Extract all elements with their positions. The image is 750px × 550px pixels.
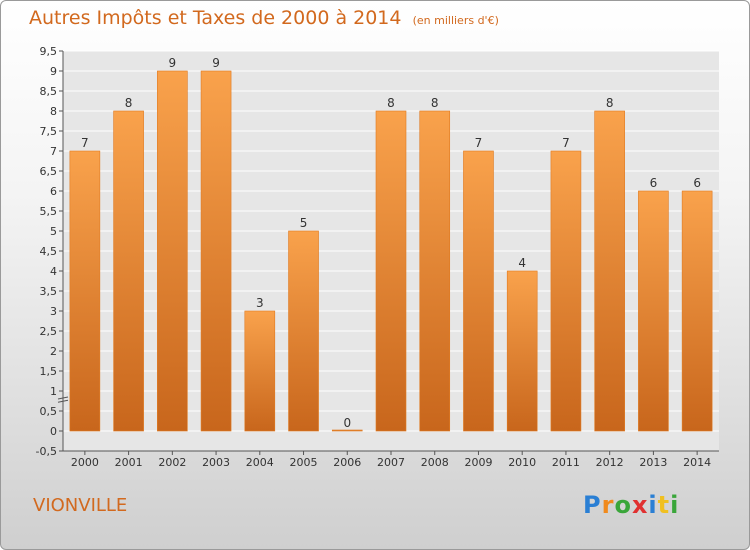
y-tick-label: 4,5: [40, 245, 58, 258]
y-tick-label: 9: [50, 65, 57, 78]
data-label: 7: [81, 136, 89, 150]
y-tick-label: 1,5: [40, 365, 58, 378]
x-tick-label: 2001: [115, 456, 143, 469]
logo-letter: x: [631, 491, 649, 519]
y-tick-label: 9,5: [40, 45, 58, 58]
x-tick-label: 2002: [158, 456, 186, 469]
bar: [419, 110, 451, 432]
logo-letter: P: [583, 491, 602, 519]
y-tick-label: 5,5: [40, 205, 58, 218]
x-tick-label: 2005: [290, 456, 318, 469]
y-tick-label: 3,5: [40, 285, 58, 298]
y-tick-label: 8: [50, 105, 57, 118]
data-label: 8: [125, 96, 133, 110]
commune-name: VIONVILLE: [33, 495, 128, 516]
x-tick-label: 2011: [552, 456, 580, 469]
data-label: 9: [169, 56, 177, 70]
data-label: 5: [300, 216, 308, 230]
bar: [681, 190, 713, 432]
x-tick-label: 2010: [508, 456, 536, 469]
x-tick-label: 2012: [596, 456, 624, 469]
y-tick-label: 2: [50, 345, 57, 358]
data-label: 8: [606, 96, 614, 110]
data-label: 0: [343, 416, 351, 430]
y-tick-label: 8,5: [40, 85, 58, 98]
y-tick-label: 0,5: [40, 405, 58, 418]
bar: [375, 110, 407, 432]
y-tick-label: -0,5: [36, 445, 57, 458]
x-tick-label: 2014: [683, 456, 711, 469]
x-tick-label: 2009: [464, 456, 492, 469]
data-label: 9: [212, 56, 220, 70]
y-tick-label: 5: [50, 225, 57, 238]
y-tick-label: 6,5: [40, 165, 58, 178]
bar: [113, 110, 144, 432]
bar: [69, 150, 101, 432]
data-label: 7: [475, 136, 483, 150]
data-label: 4: [518, 256, 526, 270]
y-tick-label: 0: [50, 425, 57, 438]
x-tick-label: 2000: [71, 456, 99, 469]
bar: [244, 310, 276, 432]
bar: [638, 190, 669, 432]
logo-letter: r: [601, 491, 615, 519]
x-tick-label: 2006: [333, 456, 361, 469]
chart-title: Autres Impôts et Taxes de 2000 à 2014: [29, 7, 402, 29]
x-tick-label: 2013: [639, 456, 667, 469]
y-tick-label: 6: [50, 185, 57, 198]
bar: [200, 70, 232, 432]
data-label: 8: [387, 96, 395, 110]
x-tick-label: 2003: [202, 456, 230, 469]
x-tick-label: 2008: [421, 456, 449, 469]
logo-letter: i: [648, 491, 658, 519]
y-tick-label: 2,5: [40, 325, 58, 338]
logo-letter: o: [614, 491, 632, 519]
bar: [550, 150, 582, 432]
axis-break-marker: [57, 396, 69, 403]
data-label: 6: [693, 176, 701, 190]
bar: [157, 70, 188, 432]
data-label: 3: [256, 296, 264, 310]
bar: [331, 429, 363, 432]
y-tick-label: 7: [50, 145, 57, 158]
data-label: 6: [650, 176, 658, 190]
proxiti-logo: Proxiti: [583, 491, 679, 519]
logo-letter: t: [657, 491, 671, 519]
bar: [594, 110, 625, 432]
data-label: 7: [562, 136, 570, 150]
x-tick-label: 2007: [377, 456, 405, 469]
chart-title-block: Autres Impôts et Taxes de 2000 à 2014 (e…: [29, 7, 499, 29]
bar: [506, 270, 538, 432]
y-tick-label: 1: [50, 385, 57, 398]
bar: [463, 150, 494, 432]
logo-letter: i: [670, 491, 680, 519]
y-tick-label: 7,5: [40, 125, 58, 138]
y-tick-label: 4: [50, 265, 57, 278]
bar: [288, 230, 319, 432]
x-tick-label: 2004: [246, 456, 274, 469]
data-label: 8: [431, 96, 439, 110]
y-tick-label: 3: [50, 305, 57, 318]
chart-unit-note: (en milliers d'€): [412, 14, 499, 27]
